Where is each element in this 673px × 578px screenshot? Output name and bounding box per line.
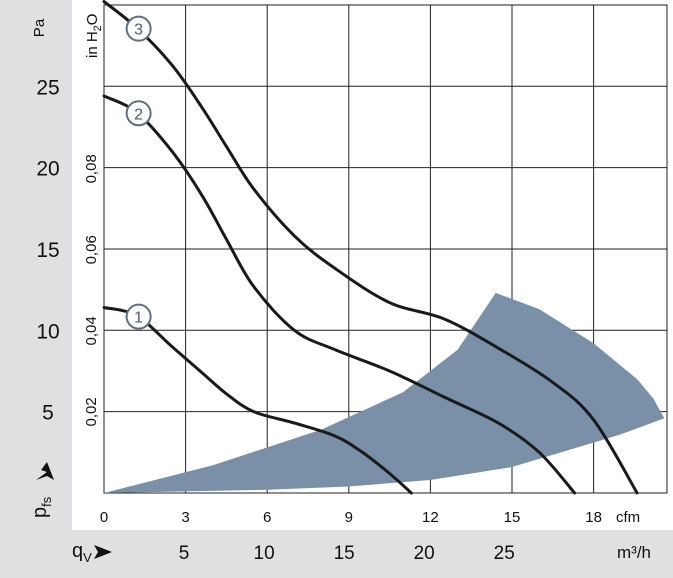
y-tick-pa: 15 <box>36 239 59 262</box>
curve-label-circle <box>125 15 152 42</box>
curve-label-3: 3 <box>125 15 152 42</box>
x-tick-cfm: 0 <box>100 509 108 526</box>
qv-axis-label: qV <box>72 540 92 565</box>
x-tick-cfm: 9 <box>345 509 353 526</box>
y-tick-pa: 25 <box>36 76 59 99</box>
x-tick-cfm: 15 <box>504 509 521 526</box>
curve-1 <box>102 306 413 495</box>
svg-text:pfs: pfs <box>29 496 54 518</box>
svg-text:qV: qV <box>72 540 92 565</box>
curve-2 <box>102 94 577 495</box>
curve-label-text: 2 <box>134 106 143 123</box>
tick-labels-layer: 0 3 6 9 12 15 185 10 15 20 255101520250,020,040,06… <box>36 76 602 564</box>
pa-unit-label: Pa <box>31 18 48 37</box>
left-axis-panel <box>0 0 72 578</box>
working-area-layer <box>104 292 665 493</box>
bottom-axis-panel <box>0 530 673 578</box>
x-tick-m3h: 25 <box>494 543 515 564</box>
curves-layer <box>102 0 639 495</box>
y-tick-pa: 10 <box>36 320 59 343</box>
curve-label-1: 1 <box>125 303 152 330</box>
pfs-arrow-icon <box>36 462 54 480</box>
y-tick-pa: 5 <box>42 402 54 425</box>
curve-label-circle <box>125 100 152 127</box>
qv-main: q <box>72 540 83 562</box>
y-tick-inh2o: 0,06 <box>83 235 100 264</box>
y-tick-inh2o: 0,08 <box>83 154 100 183</box>
x-tick-cfm: 18 <box>585 509 602 526</box>
curve-label-text: 1 <box>134 310 143 327</box>
inh2o-unit-label: in H2O <box>84 14 104 58</box>
qv-arrow-icon <box>94 545 112 559</box>
x-tick-m3h: 15 <box>334 543 355 564</box>
x-tick-cfm: 6 <box>263 509 271 526</box>
y-tick-inh2o: 0,04 <box>83 316 100 345</box>
curve-label-2: 2 <box>125 100 152 127</box>
pfs-axis-label: pfs <box>29 496 54 518</box>
x-tick-cfm: 12 <box>422 509 439 526</box>
cfm-unit-label: cfm <box>616 509 640 526</box>
x-tick-m3h: 5 <box>179 543 190 564</box>
curve-label-circle <box>125 303 152 330</box>
curve-label-text: 3 <box>134 22 143 39</box>
working-area-shape <box>104 292 665 493</box>
y-tick-inh2o: 0,02 <box>83 397 100 426</box>
x-tick-m3h: 10 <box>254 543 275 564</box>
x-tick-cfm: 3 <box>181 509 189 526</box>
pfs-main: p <box>29 507 51 518</box>
curve-labels-layer: 1 2 3 <box>125 15 152 330</box>
y-tick-pa: 20 <box>36 158 59 181</box>
pfs-sub: fs <box>39 496 54 507</box>
curve-3 <box>102 0 639 495</box>
x-tick-m3h: 20 <box>414 543 435 564</box>
m3h-unit-label: m³/h <box>617 543 651 562</box>
qv-sub: V <box>83 550 92 565</box>
